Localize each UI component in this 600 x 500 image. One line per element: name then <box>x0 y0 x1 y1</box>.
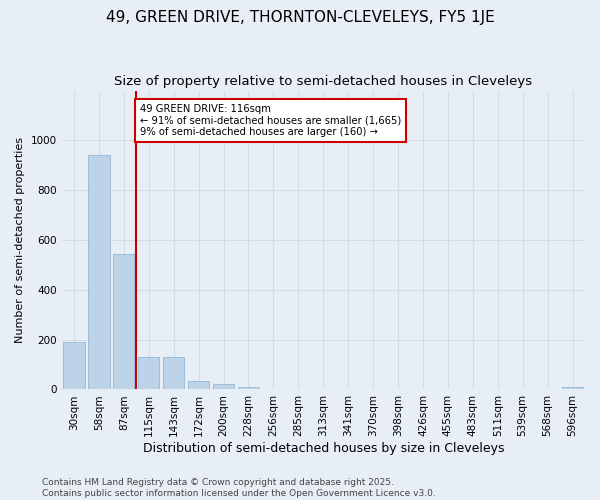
Title: Size of property relative to semi-detached houses in Cleveleys: Size of property relative to semi-detach… <box>114 75 532 88</box>
X-axis label: Distribution of semi-detached houses by size in Cleveleys: Distribution of semi-detached houses by … <box>143 442 504 455</box>
Bar <box>88 156 110 390</box>
Y-axis label: Number of semi-detached properties: Number of semi-detached properties <box>15 137 25 343</box>
Text: 49, GREEN DRIVE, THORNTON-CLEVELEYS, FY5 1JE: 49, GREEN DRIVE, THORNTON-CLEVELEYS, FY5… <box>106 10 494 25</box>
Bar <box>138 357 160 390</box>
Text: 49 GREEN DRIVE: 116sqm
← 91% of semi-detached houses are smaller (1,665)
9% of s: 49 GREEN DRIVE: 116sqm ← 91% of semi-det… <box>140 104 401 138</box>
Bar <box>213 384 234 390</box>
Bar <box>238 387 259 390</box>
Text: Contains HM Land Registry data © Crown copyright and database right 2025.
Contai: Contains HM Land Registry data © Crown c… <box>42 478 436 498</box>
Bar <box>64 342 85 390</box>
Bar <box>188 380 209 390</box>
Bar <box>113 254 134 390</box>
Bar <box>163 357 184 390</box>
Bar <box>562 387 583 390</box>
